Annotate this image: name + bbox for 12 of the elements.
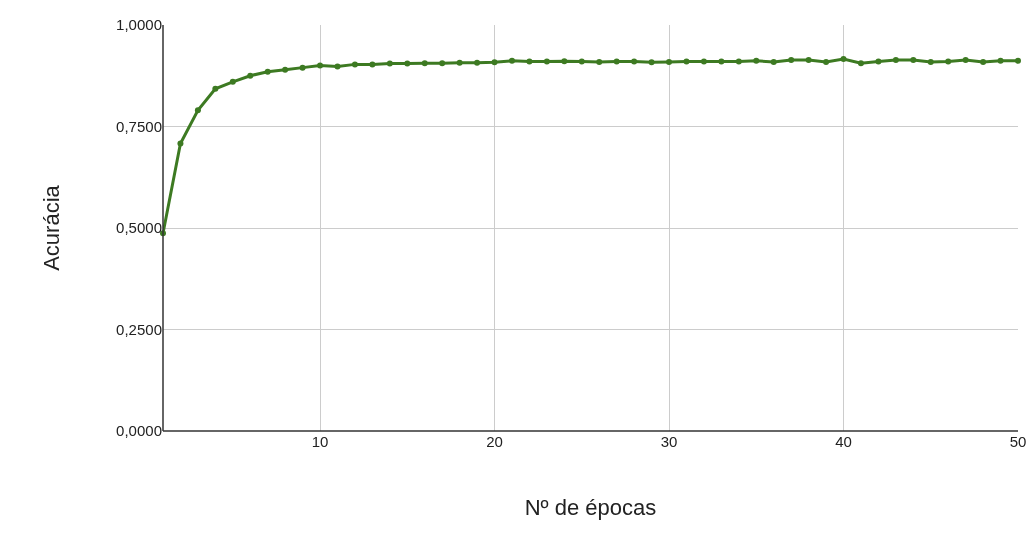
x-tick-label: 30 bbox=[660, 433, 678, 450]
y-axis-title: Acurácia bbox=[38, 184, 64, 271]
x-axis-title: Nº de épocas bbox=[524, 494, 657, 520]
y-tick-label: 0,2500 bbox=[116, 320, 162, 338]
x-tick-label: 10 bbox=[311, 433, 329, 450]
x-tick-label: 20 bbox=[486, 433, 503, 450]
x-tick-label: 40 bbox=[835, 433, 852, 450]
y-tick-label: 0,5000 bbox=[116, 219, 162, 237]
x-tick-label: 50 bbox=[1009, 433, 1027, 450]
y-tick-label: 1,0000 bbox=[116, 16, 162, 34]
y-tick-label: 0,0000 bbox=[116, 422, 162, 440]
y-tick-label: 0,7500 bbox=[116, 117, 162, 135]
